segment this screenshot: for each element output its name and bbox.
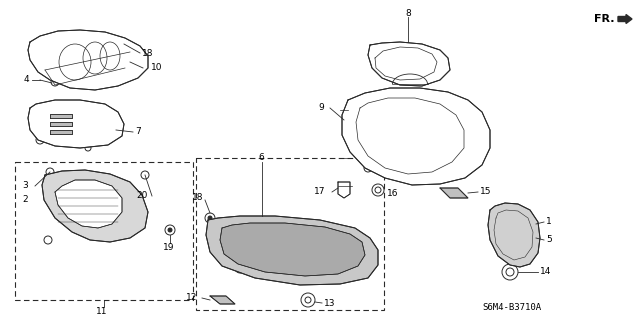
Text: 9: 9 bbox=[318, 103, 324, 113]
Text: 5: 5 bbox=[546, 235, 552, 244]
Bar bbox=[196, 158, 384, 310]
Text: 2: 2 bbox=[22, 196, 28, 204]
Text: 1: 1 bbox=[546, 218, 552, 226]
Polygon shape bbox=[50, 130, 72, 134]
Text: 12: 12 bbox=[186, 293, 197, 302]
Circle shape bbox=[168, 228, 172, 232]
Text: 16: 16 bbox=[387, 189, 399, 198]
Text: 18: 18 bbox=[192, 194, 204, 203]
Polygon shape bbox=[28, 30, 148, 90]
Text: 4: 4 bbox=[24, 76, 29, 85]
Text: 3: 3 bbox=[22, 182, 28, 190]
Text: 10: 10 bbox=[151, 63, 163, 72]
Polygon shape bbox=[440, 188, 468, 198]
Polygon shape bbox=[342, 88, 490, 185]
Text: 18: 18 bbox=[142, 48, 154, 57]
Text: 17: 17 bbox=[314, 188, 326, 197]
Polygon shape bbox=[42, 170, 148, 242]
Text: 7: 7 bbox=[135, 128, 141, 137]
Text: 14: 14 bbox=[540, 268, 552, 277]
Text: 8: 8 bbox=[405, 10, 411, 19]
Polygon shape bbox=[220, 223, 365, 276]
Text: 11: 11 bbox=[96, 308, 108, 316]
Text: 15: 15 bbox=[480, 188, 492, 197]
Polygon shape bbox=[206, 216, 378, 285]
Polygon shape bbox=[488, 203, 540, 267]
Polygon shape bbox=[50, 122, 72, 126]
Text: 13: 13 bbox=[324, 299, 335, 308]
Text: FR.: FR. bbox=[594, 14, 614, 24]
FancyArrow shape bbox=[618, 14, 632, 24]
Polygon shape bbox=[338, 182, 350, 198]
Text: 6: 6 bbox=[258, 153, 264, 162]
Polygon shape bbox=[210, 296, 235, 304]
Polygon shape bbox=[368, 42, 450, 86]
Polygon shape bbox=[50, 114, 72, 118]
Bar bbox=[15, 162, 193, 300]
Polygon shape bbox=[28, 100, 124, 148]
Circle shape bbox=[208, 216, 212, 220]
Polygon shape bbox=[55, 180, 122, 228]
Text: 20: 20 bbox=[136, 191, 148, 201]
Text: S6M4-B3710A: S6M4-B3710A bbox=[482, 303, 541, 313]
Text: 19: 19 bbox=[163, 243, 175, 253]
